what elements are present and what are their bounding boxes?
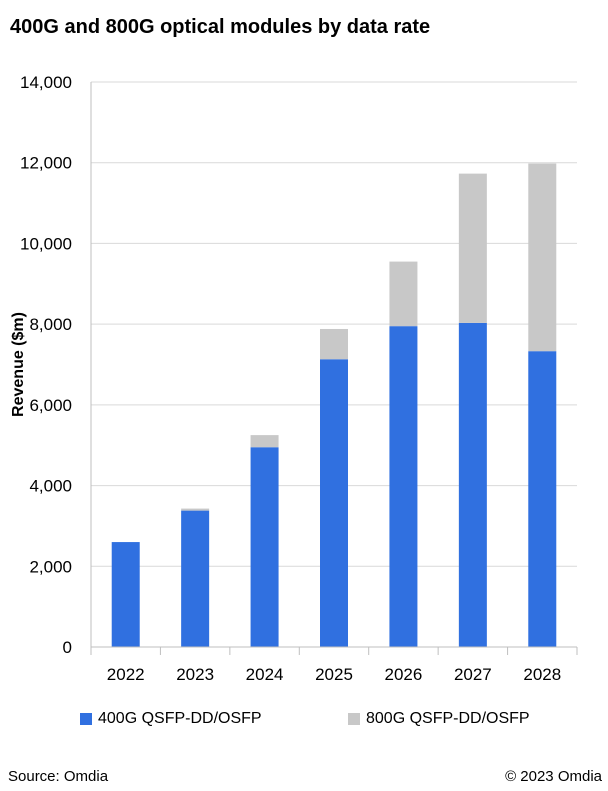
y-tick-label: 10,000 <box>20 234 72 253</box>
bar-800g-2027 <box>458 173 487 323</box>
source-note: Source: Omdia <box>8 768 109 785</box>
bar-800g-2025 <box>320 328 348 360</box>
bar-400g-2023 <box>181 510 210 647</box>
y-tick-label: 14,000 <box>20 73 72 92</box>
x-tick-label: 2023 <box>176 665 214 684</box>
bar-800g-2026 <box>389 261 418 327</box>
legend: 400G QSFP-DD/OSFP 800G QSFP-DD/OSFP <box>0 710 608 734</box>
legend-label: 400G QSFP-DD/OSFP <box>98 710 262 727</box>
y-axis-label: Revenue ($m) <box>10 312 27 417</box>
legend-swatch <box>80 713 92 725</box>
x-tick-label: 2022 <box>107 665 145 684</box>
y-tick-label: 2,000 <box>29 557 72 576</box>
bar-800g-2023 <box>181 508 210 511</box>
legend-item-800g: 800G QSFP-DD/OSFP <box>348 710 530 728</box>
y-tick-label: 6,000 <box>29 396 72 415</box>
bar-400g-2022 <box>111 542 140 647</box>
x-tick-label: 2028 <box>523 665 561 684</box>
legend-label: 800G QSFP-DD/OSFP <box>366 710 530 727</box>
chart-title: 400G and 800G optical modules by data ra… <box>10 16 431 38</box>
bar-400g-2024 <box>250 447 279 647</box>
legend-swatch <box>348 713 360 725</box>
copyright-note: © 2023 Omdia <box>505 768 602 785</box>
bar-800g-2028 <box>528 163 557 352</box>
bar-400g-2026 <box>389 326 418 647</box>
bar-chart: 0 2,000 4,000 6,000 8,000 10,000 12,000 14,000 R… <box>10 73 578 684</box>
y-tick-label: 0 <box>63 638 72 657</box>
y-tick-label: 4,000 <box>29 477 72 496</box>
bar-400g-2028 <box>528 351 557 647</box>
bar-400g-2027 <box>458 322 487 647</box>
x-tick-label: 2027 <box>454 665 492 684</box>
x-tick-label: 2026 <box>385 665 423 684</box>
bar-800g-2024 <box>250 435 279 448</box>
y-tick-label: 12,000 <box>20 154 72 173</box>
bar-400g-2025 <box>320 359 348 647</box>
legend-item-400g: 400G QSFP-DD/OSFP <box>80 710 262 728</box>
x-tick-label: 2025 <box>315 665 353 684</box>
y-tick-label: 8,000 <box>29 315 72 334</box>
x-tick-label: 2024 <box>246 665 284 684</box>
